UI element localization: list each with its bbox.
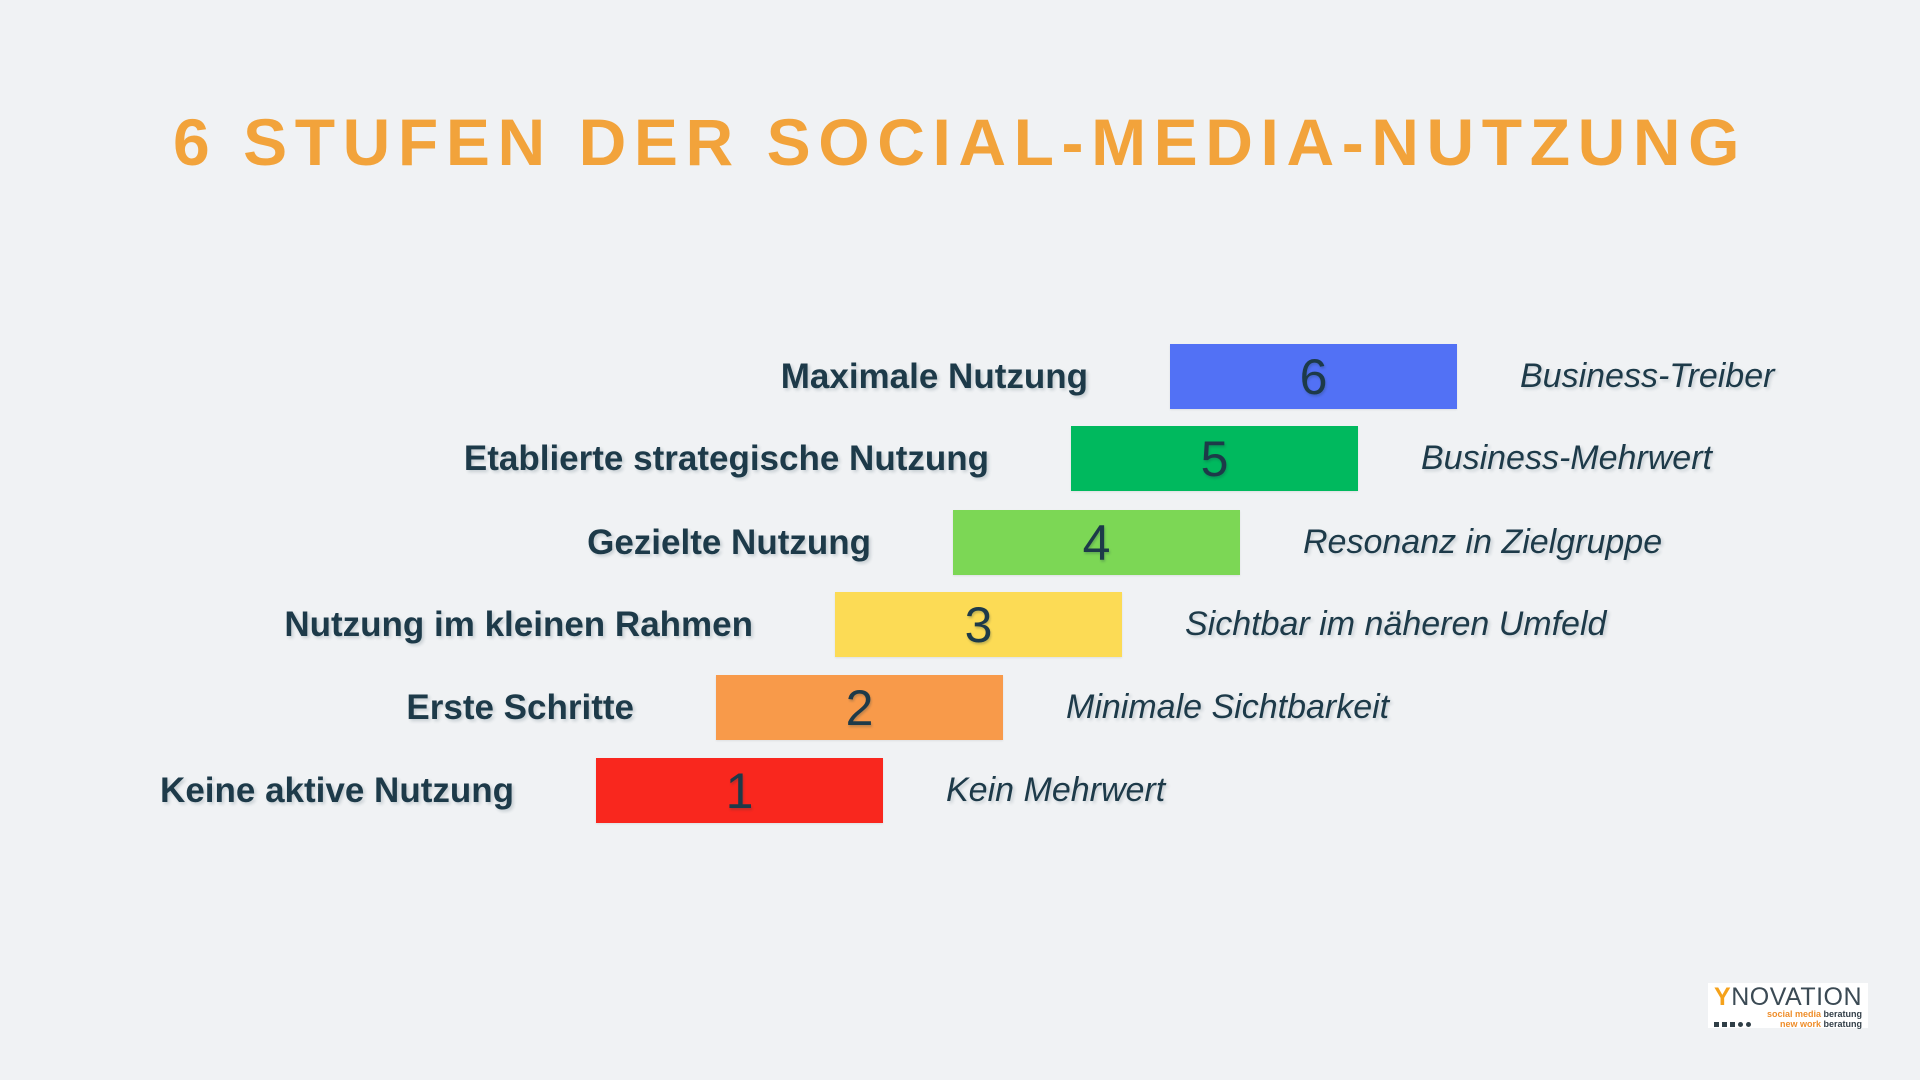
level-4-label: Gezielte Nutzung	[587, 523, 871, 562]
level-6-number: 6	[1299, 348, 1328, 405]
level-4-description: Resonanz in Zielgruppe	[1303, 523, 1663, 561]
level-row-3: Nutzung im kleinen Rahmen 3 Sichtbar im …	[0, 592, 1920, 657]
level-2-label: Erste Schritte	[406, 688, 634, 727]
level-5-label: Etablierte strategische Nutzung	[463, 439, 989, 478]
level-1-description: Kein Mehrwert	[946, 771, 1166, 809]
logo-brand-text: YNOVATION	[1714, 983, 1863, 1011]
level-row-4: Gezielte Nutzung 4 Resonanz in Zielgrupp…	[0, 510, 1920, 575]
level-5-description: Business-Mehrwert	[1421, 439, 1712, 477]
level-1-bar: 1	[596, 758, 883, 823]
level-1-label: Keine aktive Nutzung	[160, 771, 514, 810]
level-3-label: Nutzung im kleinen Rahmen	[284, 605, 753, 644]
level-2-bar: 2	[716, 675, 1003, 740]
level-4-bar: 4	[953, 510, 1240, 575]
level-row-6: Maximale Nutzung 6 Business-Treiber	[0, 344, 1920, 409]
level-3-number: 3	[964, 596, 993, 653]
logo-tagline-2: new work beratung	[1779, 1019, 1862, 1029]
level-4-number: 4	[1082, 514, 1111, 571]
level-3-description: Sichtbar im näheren Umfeld	[1185, 605, 1607, 643]
logo-brand-rest: NOVATION	[1731, 983, 1863, 1011]
logo-squares-icon	[1714, 1022, 1751, 1029]
level-5-number: 5	[1200, 430, 1229, 487]
logo-tagline-1: social media beratung	[1766, 1009, 1862, 1019]
logo-brand-y: Y	[1714, 983, 1732, 1011]
level-6-bar: 6	[1170, 344, 1457, 409]
level-6-description: Business-Treiber	[1520, 357, 1775, 395]
level-6-label: Maximale Nutzung	[780, 357, 1088, 396]
level-1-number: 1	[725, 762, 754, 819]
ynovation-logo: YNOVATION social media beratung new work…	[1708, 983, 1868, 1029]
level-3-bar: 3	[835, 592, 1122, 657]
level-row-2: Erste Schritte 2 Minimale Sichtbarkeit	[0, 675, 1920, 740]
level-2-description: Minimale Sichtbarkeit	[1066, 688, 1390, 726]
level-row-1: Keine aktive Nutzung 1 Kein Mehrwert	[0, 758, 1920, 823]
page-title: 6 STUFEN DER SOCIAL-MEDIA-NUTZUNG	[172, 105, 1748, 179]
level-5-bar: 5	[1071, 426, 1358, 491]
level-row-5: Etablierte strategische Nutzung 5 Busine…	[0, 426, 1920, 491]
level-2-number: 2	[845, 679, 874, 736]
